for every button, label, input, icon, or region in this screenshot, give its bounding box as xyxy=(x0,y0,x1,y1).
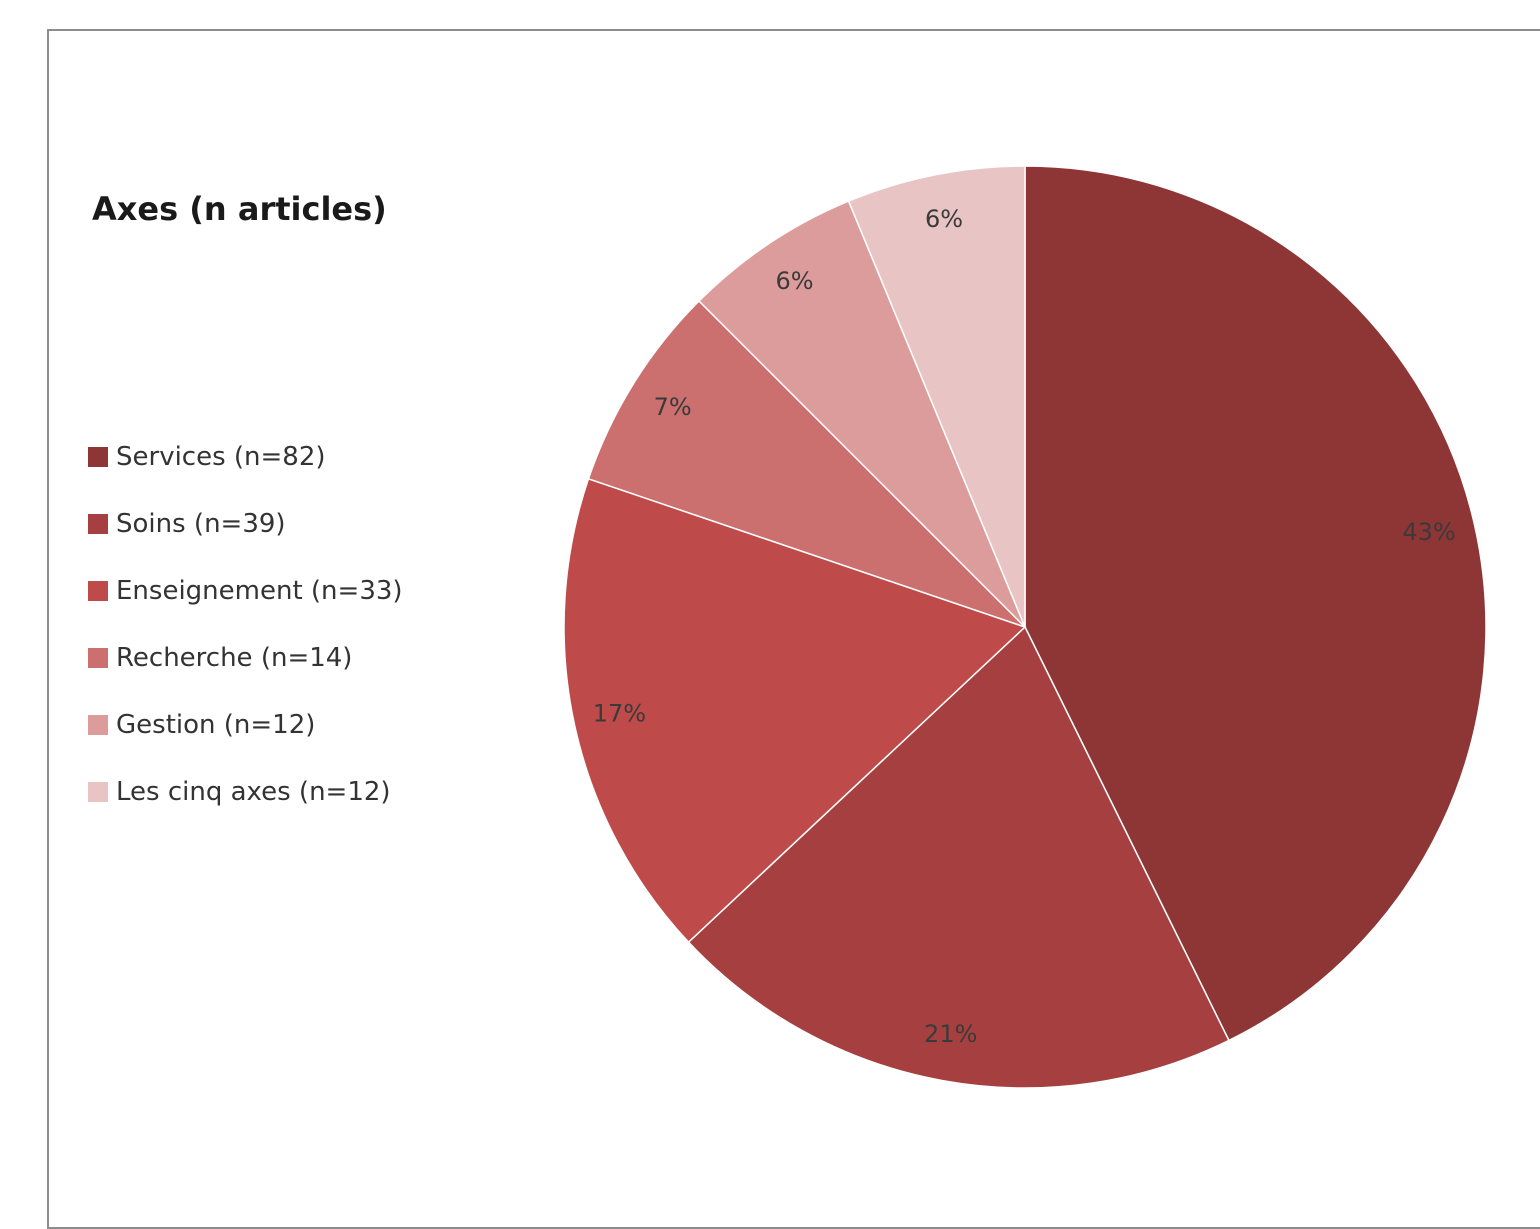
legend-swatch xyxy=(88,514,108,534)
legend-swatch xyxy=(88,447,108,467)
pie-slice-recherche xyxy=(587,299,1026,628)
pie-slice-services xyxy=(1024,165,1487,1042)
legend-swatch xyxy=(88,648,108,668)
legend-swatch xyxy=(88,581,108,601)
legend-item-soins: Soins (n=39) xyxy=(88,504,286,544)
data-label-les-cinq-axes: 6% xyxy=(925,205,963,233)
legend-label: Enseignement (n=33) xyxy=(116,576,403,606)
legend-label: Recherche (n=14) xyxy=(116,643,353,673)
legend-item-recherche: Recherche (n=14) xyxy=(88,638,352,678)
legend-swatch xyxy=(88,782,108,802)
pie-slice-soins xyxy=(687,625,1230,1089)
legend-item-les-cinq-axes: Les cinq axes (n=12) xyxy=(88,772,391,812)
pie-slice-gestion xyxy=(697,200,1026,628)
legend-label: Services (n=82) xyxy=(116,442,326,472)
pie-slice-les-cinq-axes xyxy=(847,165,1026,628)
pie-chart: 43% 21% 17% 7% 6% 6% xyxy=(563,165,1487,1089)
legend-item-services: Services (n=82) xyxy=(88,437,326,477)
chart-title: Axes (n articles) xyxy=(92,190,387,228)
legend-label: Soins (n=39) xyxy=(116,509,286,539)
pie-slice-enseignement xyxy=(563,477,1027,944)
data-label-gestion: 6% xyxy=(775,267,813,295)
legend-swatch xyxy=(88,715,108,735)
data-label-soins: 21% xyxy=(924,1020,977,1048)
data-label-recherche: 7% xyxy=(654,393,692,421)
legend-label: Gestion (n=12) xyxy=(116,710,316,740)
legend-item-enseignement: Enseignement (n=33) xyxy=(88,571,403,611)
legend-label: Les cinq axes (n=12) xyxy=(116,777,391,807)
legend-item-gestion: Gestion (n=12) xyxy=(88,705,315,745)
data-label-services: 43% xyxy=(1402,518,1455,546)
data-label-enseignement: 17% xyxy=(593,700,646,728)
